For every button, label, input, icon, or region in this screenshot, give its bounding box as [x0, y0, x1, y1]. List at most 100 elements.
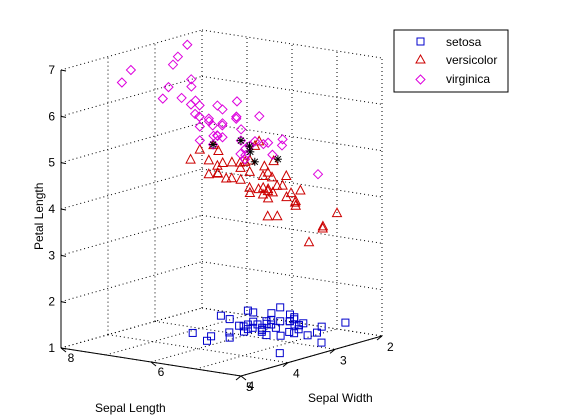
x-tick-label: 4: [248, 379, 255, 393]
diamond-marker: [186, 81, 197, 92]
diamond-marker: [185, 99, 197, 110]
diamond-marker: [217, 120, 228, 131]
star-marker: [236, 136, 245, 145]
x-tick-label: 6: [158, 365, 165, 379]
diamond-marker: [235, 148, 246, 160]
x-axis-label: Sepal Length: [95, 401, 166, 415]
square-marker: [303, 331, 312, 340]
diamond-marker: [276, 140, 288, 151]
square-marker: [188, 328, 197, 337]
triangle-marker: [244, 186, 256, 197]
diamond-marker: [258, 138, 269, 150]
diamond-marker: [235, 124, 247, 135]
triangle-marker: [257, 188, 269, 199]
triangle-marker: [280, 169, 292, 180]
z-tick-mark: [60, 162, 67, 165]
legend-label-virginica: virginica: [446, 72, 490, 86]
x-tick-mark: [240, 375, 247, 381]
square-marker: [276, 331, 285, 340]
square-marker: [207, 332, 216, 341]
triangle-marker: [262, 210, 274, 221]
z-tick-mark: [60, 347, 67, 350]
diamond-marker: [262, 137, 274, 148]
square-marker: [262, 331, 271, 340]
grid-line: [60, 168, 203, 210]
triangle-marker: [185, 153, 196, 164]
square-marker: [286, 310, 294, 319]
diamond-marker: [217, 118, 228, 129]
diamond-marker: [217, 104, 228, 115]
square-marker: [225, 328, 234, 337]
square-marker: [317, 338, 326, 347]
diamond-marker: [249, 136, 261, 147]
triangle-marker: [203, 154, 215, 165]
grid-line: [150, 321, 293, 363]
diamond-marker: [194, 111, 205, 122]
z-tick-mark: [60, 115, 67, 118]
diamond-marker: [163, 81, 174, 93]
triangle-marker: [220, 172, 232, 183]
square-marker: [276, 303, 285, 312]
diamond-marker: [212, 100, 223, 111]
square-marker: [267, 309, 276, 318]
triangle-marker: [259, 160, 270, 171]
grid-line: [60, 29, 203, 71]
triangle-marker-icon: [415, 53, 426, 64]
y-tick-mark: [235, 375, 242, 381]
triangle-marker: [303, 236, 315, 247]
diamond-marker-icon: [415, 74, 426, 85]
diamond-marker: [172, 51, 184, 62]
square-marker: [225, 333, 234, 342]
diamond-marker: [254, 110, 265, 122]
square-marker: [225, 315, 234, 324]
grid-line: [60, 75, 203, 117]
diamond-marker: [194, 135, 206, 146]
square-marker: [275, 349, 284, 358]
triangle-marker: [266, 171, 278, 182]
y-tick-label: 3: [340, 353, 347, 367]
star-marker: [246, 147, 255, 156]
star-marker: [209, 140, 218, 149]
z-tick-mark: [60, 254, 67, 257]
diamond-marker: [157, 93, 169, 104]
z-tick-label: 7: [48, 63, 55, 77]
diamond-marker: [217, 132, 228, 143]
triangle-marker: [244, 165, 256, 176]
z-tick-label: 5: [48, 156, 55, 170]
star-marker: [245, 142, 254, 151]
square-marker: [249, 317, 258, 326]
data-points: [116, 39, 350, 358]
triangle-marker: [213, 144, 224, 155]
diamond-marker: [194, 100, 205, 111]
square-marker: [276, 317, 285, 326]
triangle-marker: [212, 167, 224, 178]
triangle-marker: [262, 166, 274, 177]
star-marker: [250, 157, 259, 166]
legend-entry-setosa: setosa: [416, 35, 482, 49]
diamond-marker: [116, 77, 128, 88]
triangle-marker: [317, 222, 329, 233]
y-tick-label: 4: [293, 367, 300, 381]
diamond-marker: [208, 130, 219, 142]
y-axis-line: [240, 335, 383, 377]
square-marker: [243, 320, 252, 329]
triangle-marker: [203, 168, 215, 179]
diamond-marker: [203, 113, 215, 124]
z-tick-label: 4: [48, 202, 55, 216]
diamond-marker: [267, 149, 278, 160]
y-tick-label: 2: [387, 340, 394, 354]
square-marker: [216, 311, 225, 320]
grid-line: [60, 214, 203, 256]
diamond-marker: [176, 92, 187, 104]
diamond-marker: [230, 113, 242, 124]
triangle-marker: [290, 195, 302, 206]
triangle-marker: [226, 172, 238, 183]
z-axis-label: Petal Length: [32, 183, 46, 250]
grid-line: [60, 122, 203, 164]
legend: setosa versicolor virginica: [393, 29, 509, 93]
diamond-marker: [235, 135, 247, 146]
triangle-marker: [235, 161, 246, 172]
square-marker-icon: [416, 37, 425, 46]
grid-line: [60, 261, 203, 303]
